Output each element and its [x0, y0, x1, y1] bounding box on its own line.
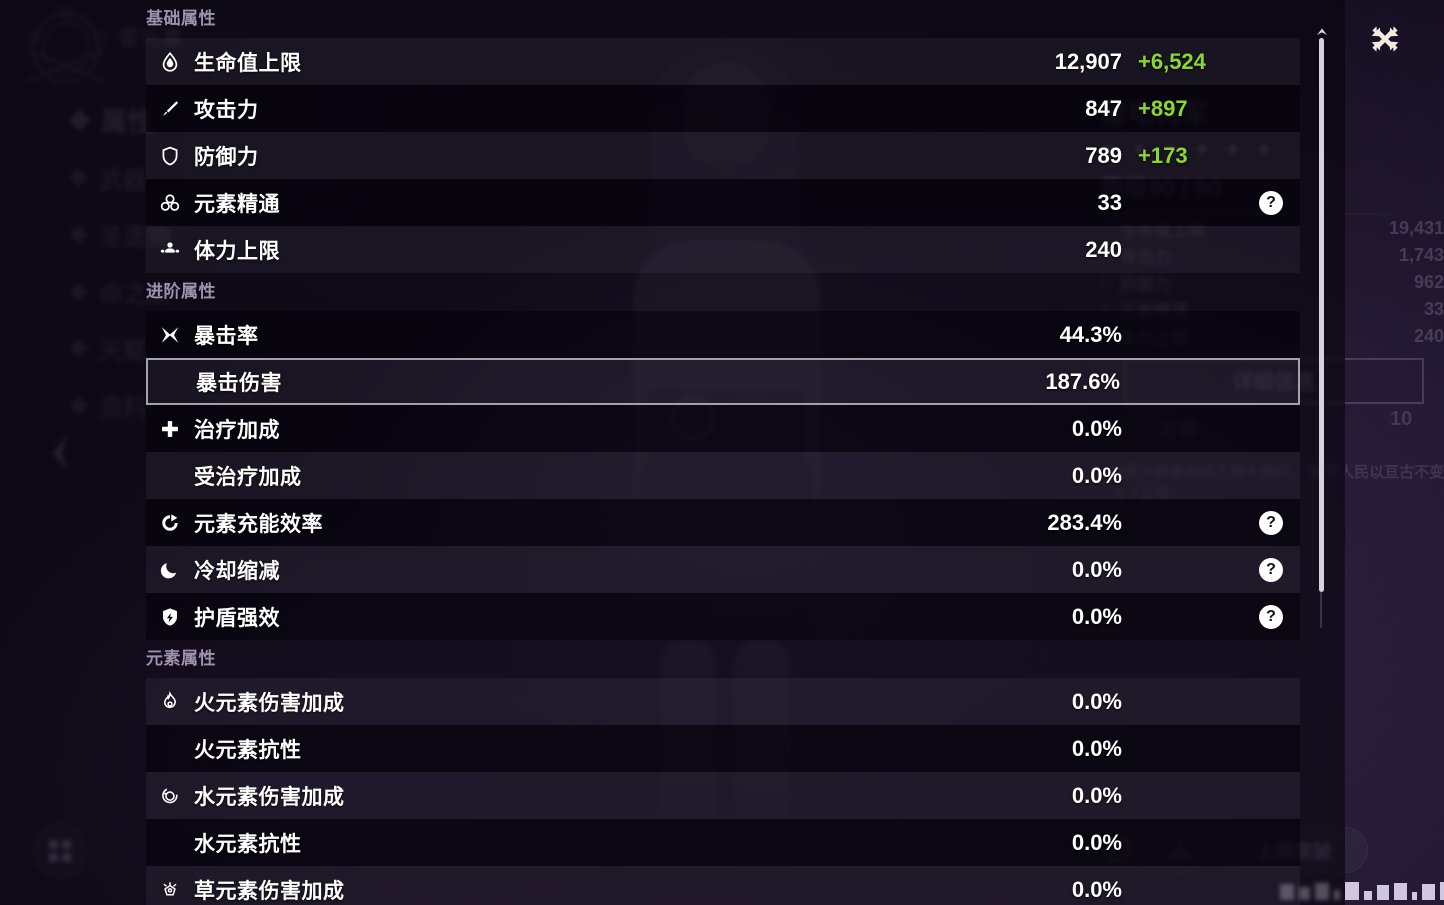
help-icon[interactable]: ?: [1242, 510, 1300, 535]
stat-label: 体力上限: [194, 239, 280, 263]
atk-sword-icon: [146, 98, 194, 120]
stat-value: 44.3%: [1059, 321, 1122, 347]
stat-label: 草元素伤害加成: [194, 879, 345, 903]
stat-value: 789: [1085, 142, 1122, 168]
stat-label: 水元素伤害加成: [194, 785, 345, 809]
stat-value: 240: [1085, 236, 1122, 262]
stat-list: 基础属性 生命值上限 12,907 +6,524 ? 攻击力 847 +897 …: [146, 9, 1300, 905]
stat-label: 冷却缩减: [194, 559, 280, 583]
summary-stat-value: 962: [1413, 272, 1444, 292]
stat-value: 847: [1085, 95, 1122, 121]
close-x-icon: [1371, 26, 1399, 52]
stat-value: 0.0%: [1071, 829, 1122, 855]
group-title-elemental: 元素属性: [146, 649, 216, 668]
def-shield-icon: [146, 145, 194, 167]
summary-stat-value: 19,431: [1388, 218, 1444, 238]
stat-bonus: +897: [1138, 95, 1188, 121]
stat-value: 0.0%: [1071, 735, 1122, 761]
summary-stat-value: 1,743: [1398, 245, 1444, 265]
stat-bonus: +6,524: [1138, 48, 1206, 74]
stat-row-pyro-dmg-bonus[interactable]: 火元素伤害加成 0.0% ?: [146, 678, 1300, 725]
stat-row-energy-recharge[interactable]: 元素充能效率 283.4% ?: [146, 499, 1300, 546]
stat-row-atk[interactable]: 攻击力 847 +897 ?: [146, 85, 1300, 132]
stat-value: 187.6%: [1045, 368, 1120, 394]
stat-label: 元素精通: [194, 192, 280, 216]
crit-star-icon: [146, 324, 194, 346]
stat-label: 攻击力: [194, 98, 259, 122]
cooldown-icon: [146, 559, 194, 581]
stat-row-dendro-dmg-bonus[interactable]: 草元素伤害加成 0.0% ?: [146, 866, 1300, 905]
stat-label: 暴击率: [194, 324, 259, 348]
help-icon[interactable]: ?: [1242, 557, 1300, 582]
stat-label: 治疗加成: [194, 418, 280, 442]
stat-row-crit-rate[interactable]: 暴击率 44.3% ?: [146, 311, 1300, 358]
scrollbar[interactable]: [1314, 26, 1328, 628]
stat-label: 元素充能效率: [194, 512, 323, 536]
summary-stat-value: 240: [1413, 326, 1444, 346]
scrollbar-thumb[interactable]: [1319, 38, 1324, 592]
stat-value: 0.0%: [1071, 603, 1122, 629]
shield-bolt-icon: [146, 606, 194, 628]
stat-row-hydro-dmg-bonus[interactable]: 水元素伤害加成 0.0% ?: [146, 772, 1300, 819]
stat-label: 护盾强效: [194, 606, 280, 630]
group-title-basic: 基础属性: [146, 9, 216, 28]
stat-row-shield-strength[interactable]: 护盾强效 0.0% ?: [146, 593, 1300, 640]
stat-label: 防御力: [194, 145, 259, 169]
stat-label: 水元素抗性: [194, 832, 302, 856]
heal-cross-icon: [146, 418, 194, 440]
stat-label: 暴击伤害: [196, 371, 282, 395]
group-title-advanced: 进阶属性: [146, 282, 216, 301]
stat-label: 生命值上限: [194, 51, 302, 75]
stat-label: 受治疗加成: [194, 465, 302, 489]
dendro-icon: [146, 879, 194, 901]
stat-value: 0.0%: [1071, 556, 1122, 582]
stat-row-hydro-res[interactable]: 水元素抗性 0.0% ?: [146, 819, 1300, 866]
close-button[interactable]: [1360, 14, 1410, 64]
hp-drop-icon: [146, 51, 194, 73]
stamina-icon: [146, 239, 194, 261]
favor-value: 10: [1390, 408, 1413, 430]
attributes-detail-panel: 基础属性 生命值上限 12,907 +6,524 ? 攻击力 847 +897 …: [0, 0, 1345, 905]
scrollbar-track[interactable]: [1320, 592, 1322, 628]
stat-row-pyro-res[interactable]: 火元素抗性 0.0% ?: [146, 725, 1300, 772]
mastery-icon: [146, 192, 194, 214]
hydro-icon: [146, 785, 194, 807]
stat-value: 0.0%: [1071, 462, 1122, 488]
stat-row-incoming-healing[interactable]: 受治疗加成 0.0% ?: [146, 452, 1300, 499]
summary-stat-value: 33: [1423, 299, 1444, 319]
stat-row-max-stamina[interactable]: 体力上限 240 ?: [146, 226, 1300, 273]
chevron-up-icon[interactable]: [1316, 26, 1328, 38]
stat-label: 火元素抗性: [194, 738, 302, 762]
help-icon[interactable]: ?: [1242, 604, 1300, 629]
stat-row-elemental-mastery[interactable]: 元素精通 33 ?: [146, 179, 1300, 226]
stat-value: 0.0%: [1071, 688, 1122, 714]
stat-value: 283.4%: [1047, 509, 1122, 535]
stat-row-cooldown-reduction[interactable]: 冷却缩减 0.0% ?: [146, 546, 1300, 593]
stat-row-def[interactable]: 防御力 789 +173 ?: [146, 132, 1300, 179]
stat-value: 0.0%: [1071, 782, 1122, 808]
stat-row-max-hp[interactable]: 生命值上限 12,907 +6,524 ?: [146, 38, 1300, 85]
stat-row-healing-bonus[interactable]: 治疗加成 0.0% ?: [146, 405, 1300, 452]
stat-bonus: +173: [1138, 142, 1188, 168]
stat-value: 0.0%: [1071, 876, 1122, 902]
recharge-icon: [146, 512, 194, 534]
stat-row-crit-dmg-selected[interactable]: 暴击伤害 187.6% ?: [146, 358, 1300, 405]
help-icon[interactable]: ?: [1242, 190, 1300, 215]
stat-value: 0.0%: [1071, 415, 1122, 441]
stat-value: 33: [1097, 189, 1122, 215]
stat-value: 12,907: [1054, 48, 1122, 74]
stat-label: 火元素伤害加成: [194, 691, 345, 715]
pyro-icon: [146, 690, 194, 713]
